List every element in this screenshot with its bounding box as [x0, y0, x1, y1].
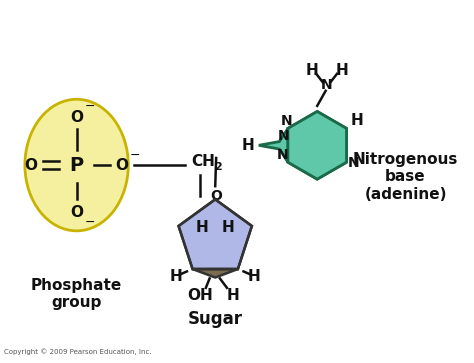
Text: N: N	[348, 156, 360, 170]
Text: O: O	[210, 189, 222, 203]
Text: H: H	[196, 220, 209, 235]
Text: CH: CH	[191, 154, 216, 169]
Text: −: −	[84, 100, 95, 113]
Text: −: −	[84, 216, 95, 229]
Text: N: N	[277, 129, 289, 143]
Text: OH: OH	[187, 288, 213, 303]
Text: H: H	[170, 269, 182, 284]
Text: O: O	[24, 158, 37, 172]
Polygon shape	[288, 111, 346, 179]
Text: N: N	[281, 114, 293, 128]
Text: H: H	[248, 269, 261, 284]
Text: −: −	[130, 149, 141, 162]
Text: 2: 2	[214, 162, 221, 172]
Text: O: O	[70, 205, 83, 220]
Text: H: H	[335, 63, 348, 78]
Text: H: H	[222, 220, 235, 235]
Text: N: N	[276, 148, 288, 162]
Text: Sugar: Sugar	[188, 310, 243, 328]
Polygon shape	[288, 111, 346, 179]
Text: Phosphate
group: Phosphate group	[31, 278, 122, 310]
Polygon shape	[259, 129, 288, 162]
Text: P: P	[70, 156, 83, 175]
Text: O: O	[115, 158, 128, 172]
Text: H: H	[227, 288, 239, 303]
Polygon shape	[179, 199, 252, 269]
Polygon shape	[192, 269, 238, 278]
Text: Copyright © 2009 Pearson Education, Inc.: Copyright © 2009 Pearson Education, Inc.	[4, 349, 151, 355]
Ellipse shape	[25, 99, 128, 231]
Text: H: H	[350, 113, 363, 129]
Text: H: H	[242, 138, 255, 153]
Text: H: H	[305, 63, 318, 78]
Text: N: N	[321, 78, 332, 92]
Text: Nitrogenous
base
(adenine): Nitrogenous base (adenine)	[353, 152, 458, 202]
Text: O: O	[70, 110, 83, 125]
